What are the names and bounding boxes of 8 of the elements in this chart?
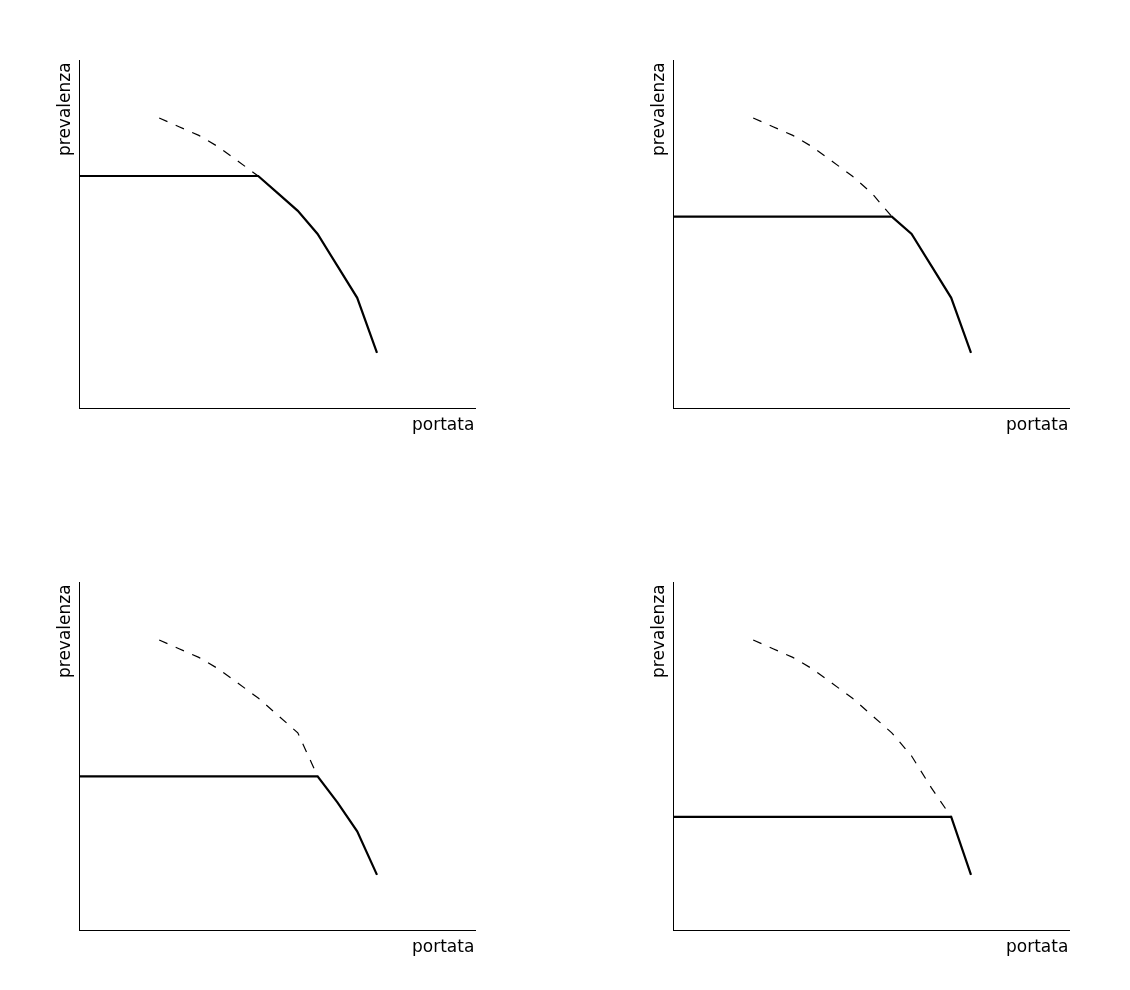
x-axis-title: portata	[1006, 936, 1069, 956]
y-axis-title: prevalenza	[648, 62, 668, 156]
x-axis-title: portata	[412, 414, 475, 434]
y-axis-title: prevalenza	[54, 62, 74, 156]
x-axis-title: portata	[1006, 414, 1069, 434]
y-axis-title: prevalenza	[54, 584, 74, 678]
x-axis-title: portata	[412, 936, 475, 956]
y-axis-title: prevalenza	[648, 584, 668, 678]
